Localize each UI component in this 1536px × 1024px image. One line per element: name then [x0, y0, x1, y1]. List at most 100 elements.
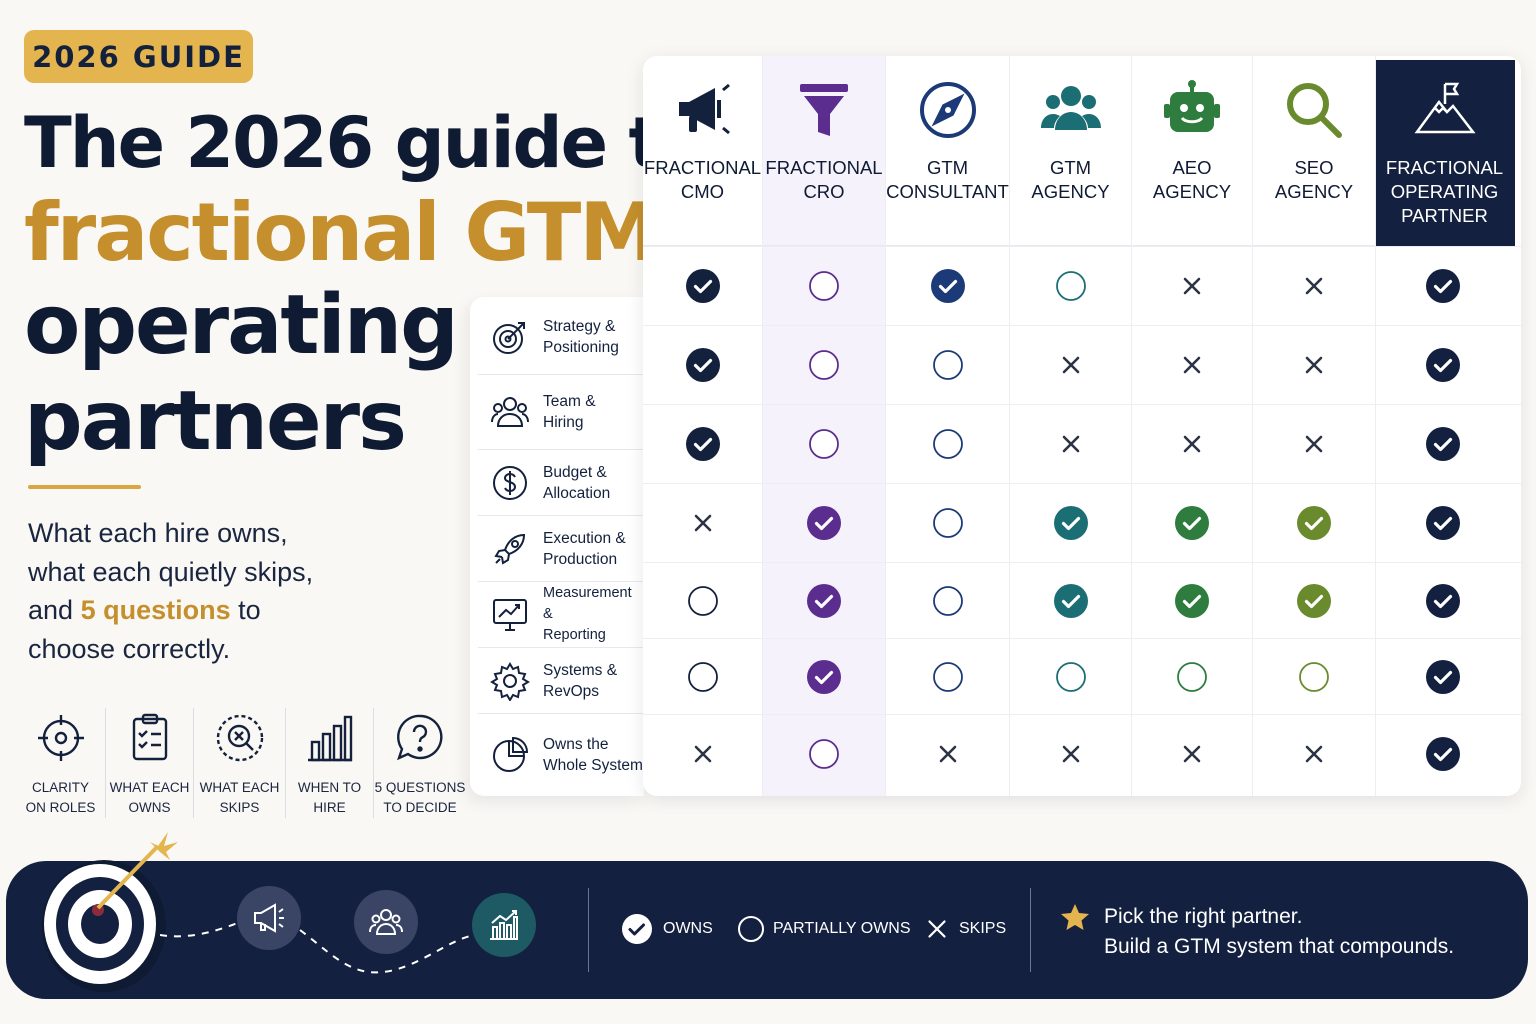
check-circle-icon: [1054, 584, 1088, 618]
subtitle-part-3: and: [28, 595, 81, 625]
cell-owns-r7-c7: [1423, 734, 1463, 774]
cell-partial-r2-c3: [928, 345, 968, 385]
cell-owns-r3-c1: [683, 424, 723, 464]
legend-owns: OWNS: [621, 911, 713, 947]
cell-owns-r4-c6: [1294, 503, 1334, 543]
subtitle-part-1: What each hire owns,: [28, 518, 288, 548]
cell-skips-r7-c3: [928, 734, 968, 774]
x-icon: [1305, 356, 1323, 374]
cell-owns-r4-c2: [804, 503, 844, 543]
empty-circle-icon: [809, 739, 839, 769]
legend-partial-label: PARTIALLY OWNS: [773, 920, 911, 937]
column-title: SEO AGENCY: [1274, 157, 1354, 202]
legend-skips: SKIPS: [925, 911, 1006, 947]
row-labels-panel: Strategy & Positioning Team & Hiring Bud…: [470, 297, 644, 796]
cell-owns-r5-c6: [1294, 581, 1334, 621]
empty-circle-icon: [1299, 662, 1329, 692]
cell-skips-r7-c5: [1172, 734, 1212, 774]
cell-partial-r6-c4: [1051, 657, 1091, 697]
rocket-icon: [494, 533, 526, 565]
title-line-3: operating: [24, 278, 459, 373]
check-circle-icon: [1426, 584, 1460, 618]
cell-skips-r7-c6: [1294, 734, 1334, 774]
feature-when-to-hire: WHEN TO HIRE: [286, 708, 374, 818]
column-fractional-cmo: FRACTIONAL CMO: [643, 56, 763, 796]
megaphone-icon: [678, 83, 730, 135]
row-label-text: Strategy & Positioning: [543, 317, 619, 356]
cell-owns-r6-c2: [804, 657, 844, 697]
empty-circle-icon: [933, 662, 963, 692]
row-label-whole-system: Owns the Whole System: [478, 714, 644, 796]
check-circle-icon: [686, 348, 720, 382]
empty-circle-icon: [688, 586, 718, 616]
feature-label-1: WHAT EACH: [109, 780, 190, 795]
cell-owns-r4-c7: [1423, 503, 1463, 543]
cell-partial-r6-c3: [928, 657, 968, 697]
check-circle-icon: [1426, 506, 1460, 540]
team-icon: [369, 909, 403, 935]
row-label-text: Measurement & Reporting: [543, 585, 632, 643]
feature-owns: WHAT EACH OWNS: [106, 708, 194, 818]
cell-owns-r4-c4: [1051, 503, 1091, 543]
x-icon: [1183, 356, 1201, 374]
cell-skips-r2-c4: [1051, 345, 1091, 385]
empty-circle-icon: [1056, 662, 1086, 692]
cell-skips-r3-c5: [1172, 424, 1212, 464]
cell-owns-r5-c5: [1172, 581, 1212, 621]
robot-icon: [1164, 80, 1220, 132]
x-icon: [1183, 745, 1201, 763]
feature-label-1: WHEN TO: [297, 780, 362, 795]
subtitle-part-5: choose correctly.: [28, 633, 231, 664]
dollar-icon: [493, 465, 527, 500]
x-icon: [694, 745, 712, 763]
legend-skips-label: SKIPS: [959, 920, 1007, 937]
x-icon: [1183, 435, 1201, 453]
check-circle-icon: [1297, 584, 1331, 618]
question-bubble-icon: [397, 714, 443, 761]
cell-owns-r3-c7: [1423, 424, 1463, 464]
empty-circle-icon: [1177, 662, 1207, 692]
funnel-icon: [800, 84, 848, 136]
cell-owns-r6-c7: [1423, 657, 1463, 697]
megaphone-icon: [254, 903, 284, 933]
tagline: Pick the right partner. Build a GTM syst…: [1060, 902, 1454, 962]
check-circle-icon: [622, 914, 652, 944]
search-icon: [1287, 83, 1342, 138]
clipboard-check-icon: [132, 713, 167, 761]
cell-partial-r4-c3: [928, 503, 968, 543]
feature-skips: WHAT EACH SKIPS: [194, 708, 286, 818]
feature-label-2: ON ROLES: [25, 800, 96, 815]
feature-label-2: HIRE: [313, 800, 346, 815]
row-label-text: Owns the Whole System: [543, 736, 643, 774]
cell-partial-r1-c4: [1051, 266, 1091, 306]
banner-megaphone-bubble: [237, 886, 301, 950]
column-title: FRACTIONAL CRO: [765, 157, 883, 202]
team-icon: [491, 397, 529, 427]
row-label-budget: Budget & Allocation: [478, 450, 644, 516]
empty-circle-icon: [933, 429, 963, 459]
check-circle-icon: [686, 269, 720, 303]
feature-label-1: 5 QUESTIONS: [374, 780, 466, 795]
title-line-2: fractional GTM: [24, 186, 659, 279]
cell-skips-r3-c6: [1294, 424, 1334, 464]
compass-icon: [919, 82, 976, 138]
feature-5-questions: 5 QUESTIONS TO DECIDE: [374, 708, 466, 818]
column-gtm-consultant: GTM CONSULTANT: [886, 56, 1010, 796]
x-icon: [1183, 277, 1201, 295]
cell-owns-r2-c1: [683, 345, 723, 385]
title-line-4: partners: [24, 374, 407, 469]
target-icon: [42, 832, 178, 992]
column-title: GTM CONSULTANT: [886, 157, 1009, 202]
comparison-table: FRACTIONAL CMO FRACTIONAL CRO GTM CONSUL…: [643, 56, 1521, 796]
column-title: FRACTIONAL CMO: [643, 157, 762, 202]
title-divider: [28, 485, 141, 489]
banner-chart-bubble: [472, 893, 536, 957]
star-icon: [1061, 904, 1089, 930]
cell-partial-r6-c1: [683, 657, 723, 697]
banner-team-bubble: [354, 890, 418, 954]
empty-circle-icon: [688, 662, 718, 692]
cell-skips-r2-c5: [1172, 345, 1212, 385]
cell-skips-r1-c6: [1294, 266, 1334, 306]
cell-partial-r3-c3: [928, 424, 968, 464]
check-circle-icon: [1426, 427, 1460, 461]
